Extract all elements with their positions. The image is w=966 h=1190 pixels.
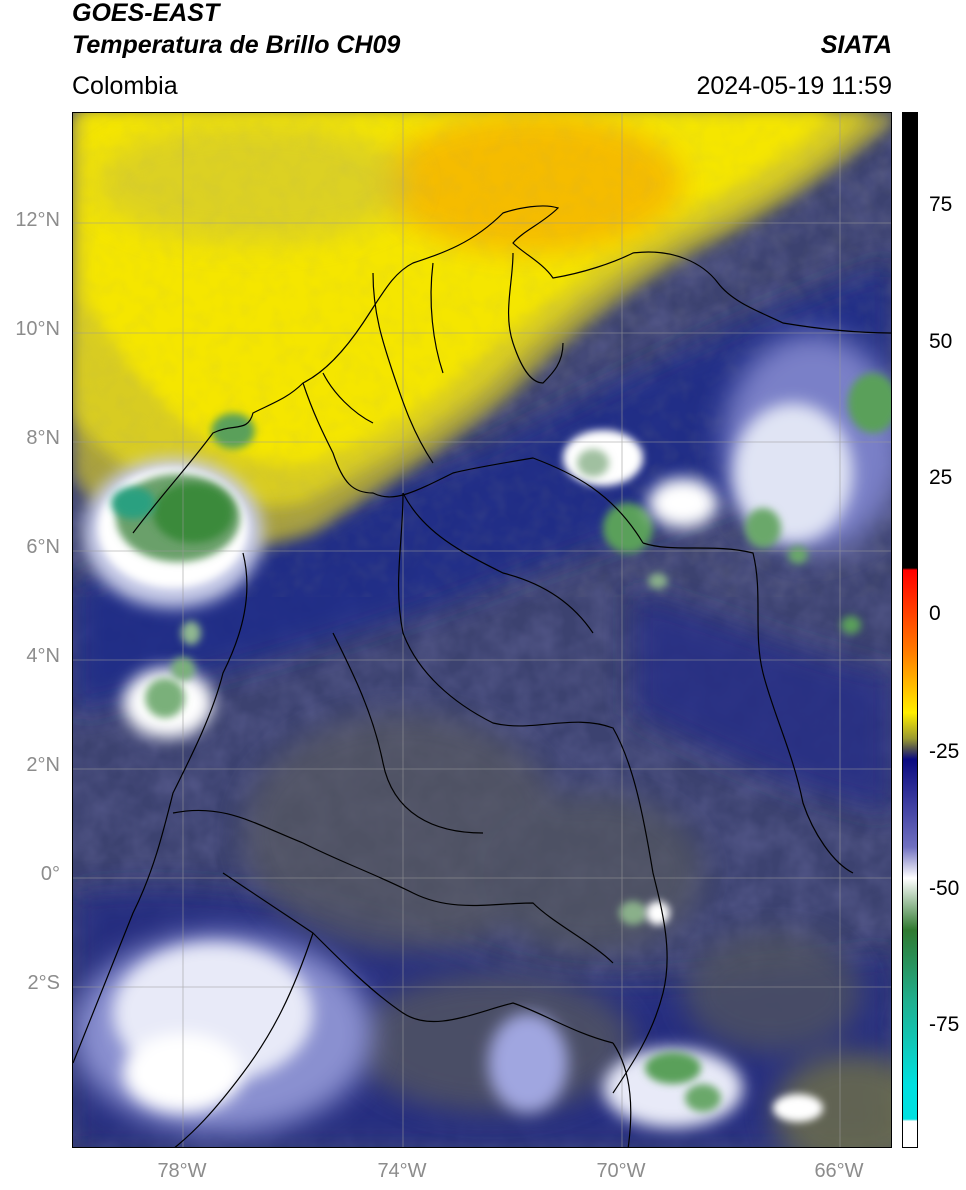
lat-label-6N: 6°N xyxy=(26,536,60,558)
borders-coastlines xyxy=(73,205,891,1147)
region-label: Colombia xyxy=(72,72,178,100)
convective-clouds xyxy=(73,333,891,1133)
graticule xyxy=(73,113,891,1147)
product-title: Temperatura de Brillo CH09 xyxy=(72,31,401,59)
brightness-temperature-field xyxy=(73,113,891,1147)
lat-label-8N: 8°N xyxy=(26,427,60,449)
lat-label-2S: 2°S xyxy=(27,972,60,994)
lon-label-74W: 74°W xyxy=(377,1160,427,1182)
lat-label-10N: 10°N xyxy=(15,318,60,340)
satellite-map[interactable] xyxy=(72,112,892,1148)
lat-label-0: 0° xyxy=(40,863,60,885)
organization-label: SIATA xyxy=(820,31,892,59)
temperature-colorbar xyxy=(902,112,918,1148)
colorbar-label-25: 25 xyxy=(929,466,953,489)
colorbar-label-minus50: -50 xyxy=(929,877,960,900)
datetime-label: 2024-05-19 11:59 xyxy=(696,72,892,100)
lon-label-70W: 70°W xyxy=(596,1160,646,1182)
lon-label-66W: 66°W xyxy=(814,1160,864,1182)
lat-label-2N: 2°N xyxy=(26,754,60,776)
colorbar-label-75: 75 xyxy=(929,193,953,216)
colorbar-label-minus75: -75 xyxy=(929,1013,960,1036)
satellite-title: GOES-EAST xyxy=(72,0,220,27)
lon-label-78W: 78°W xyxy=(157,1160,207,1182)
colorbar-label-0: 0 xyxy=(929,602,941,625)
lat-label-12N: 12°N xyxy=(15,209,60,231)
colorbar-label-minus25: -25 xyxy=(929,740,960,763)
lat-label-4N: 4°N xyxy=(26,645,60,667)
colorbar-label-50: 50 xyxy=(929,330,953,353)
